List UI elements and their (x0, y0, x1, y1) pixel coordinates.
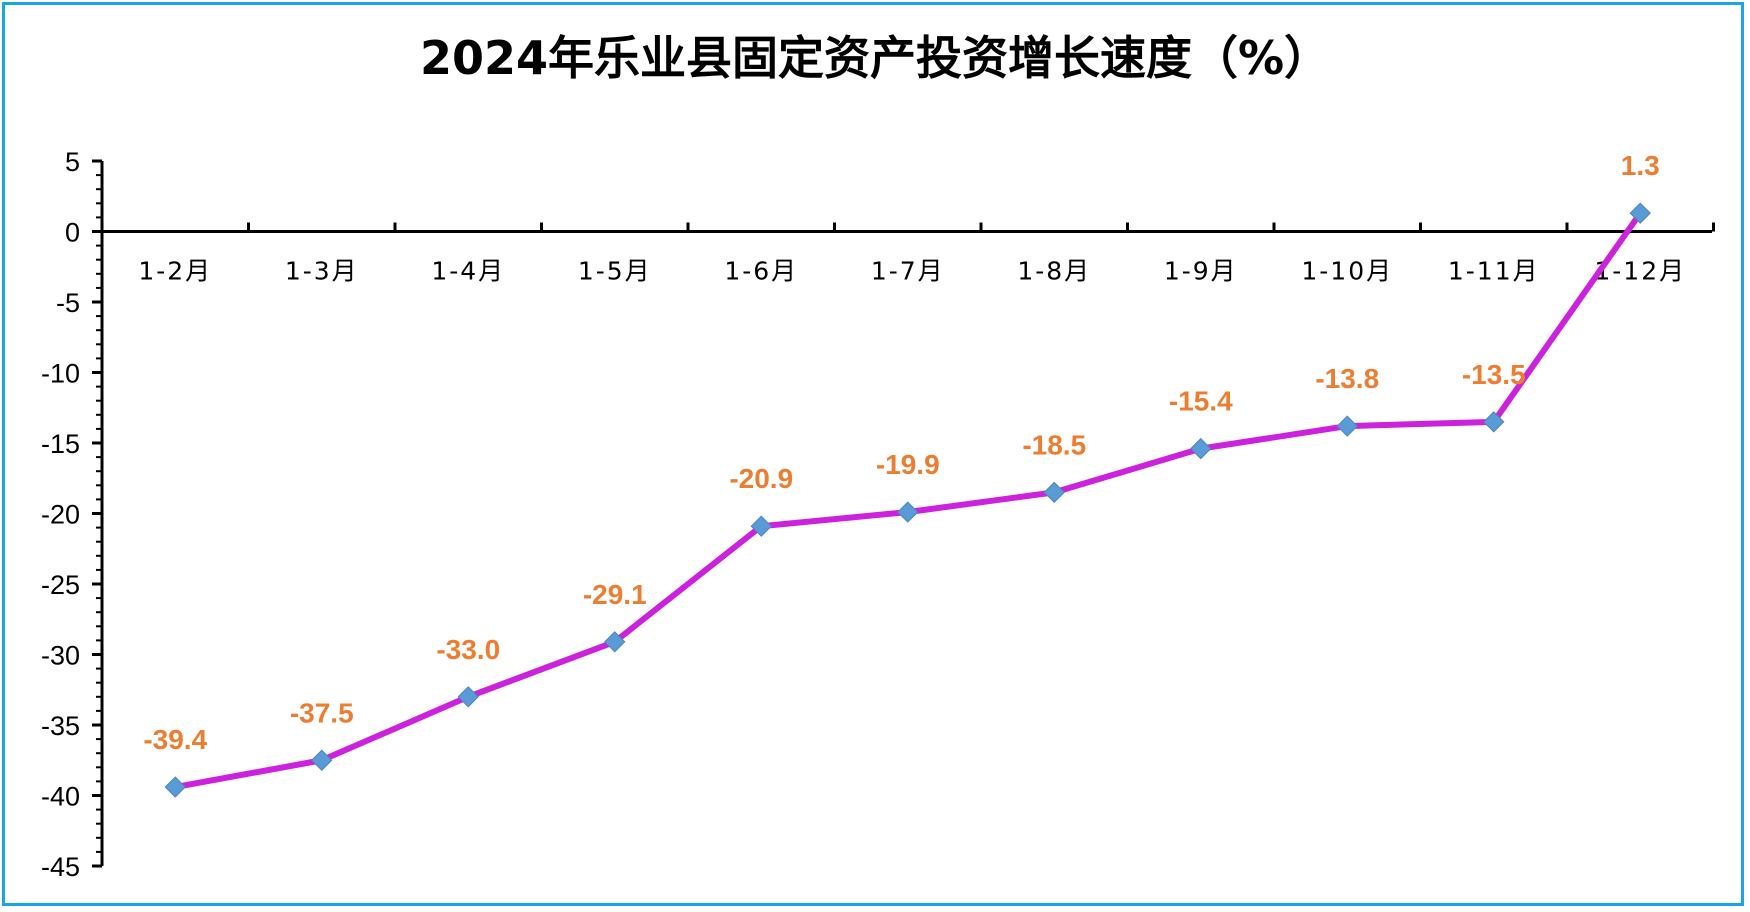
data-label: -18.5 (1022, 429, 1086, 460)
data-label: -19.9 (876, 449, 940, 480)
x-category-label: 1-11月 (1448, 257, 1540, 286)
x-category-label: 1-3月 (285, 257, 359, 286)
x-category-label: 1-8月 (1017, 257, 1091, 286)
data-label: -20.9 (729, 463, 793, 494)
x-category-label: 1-6月 (724, 257, 798, 286)
y-tick-label: -35 (41, 711, 80, 741)
y-tick-label: -45 (41, 852, 80, 882)
data-point-marker (1336, 415, 1358, 437)
x-category-label: 1-10月 (1301, 257, 1393, 286)
data-labels: -39.4 -37.5 -33.0 -29.1 -20.9 -19.9 -18.5 -15.4… (143, 150, 1659, 755)
data-point-marker (1483, 411, 1505, 433)
data-point-marker (604, 631, 626, 653)
y-tick-label: -15 (41, 429, 80, 459)
y-tick-label: -5 (56, 288, 80, 318)
chart-title: 2024年乐业县固定资产投资增长速度（%） (419, 31, 1331, 85)
category-labels: 1-2月 1-3月 1-4月 1-5月 1-6月 1-7月 1-8月 1-9月 1-10月 1-1… (138, 257, 1684, 286)
x-category-label: 1-9月 (1164, 257, 1238, 286)
data-label: 1.3 (1621, 150, 1660, 181)
data-label: -39.4 (143, 724, 207, 755)
y-tick-label: -40 (41, 782, 80, 812)
x-category-label: 1-7月 (871, 257, 945, 286)
data-label: -13.5 (1462, 359, 1526, 390)
y-tick-label: -20 (41, 500, 80, 530)
x-category-label: 1-4月 (431, 257, 505, 286)
data-label: -29.1 (583, 579, 647, 610)
data-label: -13.8 (1315, 363, 1379, 394)
y-tick-label: 5 (65, 147, 80, 177)
series-line (172, 210, 1644, 791)
data-point-marker (457, 686, 479, 708)
data-point-marker (1043, 481, 1065, 504)
y-tick-label: -30 (41, 641, 80, 671)
x-category-label: 1-5月 (578, 257, 652, 286)
series-markers (164, 202, 1651, 798)
data-point-marker (164, 776, 186, 798)
data-label: -33.0 (436, 634, 500, 665)
data-label: -15.4 (1169, 386, 1233, 417)
x-category-label: 1-2月 (138, 257, 212, 286)
series-line-path (172, 210, 1644, 791)
y-tick-label: 0 (65, 218, 80, 248)
data-point-marker (897, 501, 919, 523)
axes: 5 0 -5 -10 -15 -20 -25 -30 -35 -40 -45 (41, 147, 1715, 882)
y-tick-label: -25 (41, 570, 80, 600)
data-point-marker (311, 749, 333, 771)
y-tick-label: -10 (41, 359, 80, 389)
data-label: -37.5 (290, 697, 354, 728)
data-point-marker (1190, 437, 1212, 460)
data-point-marker (1629, 202, 1651, 224)
data-point-marker (750, 515, 772, 537)
